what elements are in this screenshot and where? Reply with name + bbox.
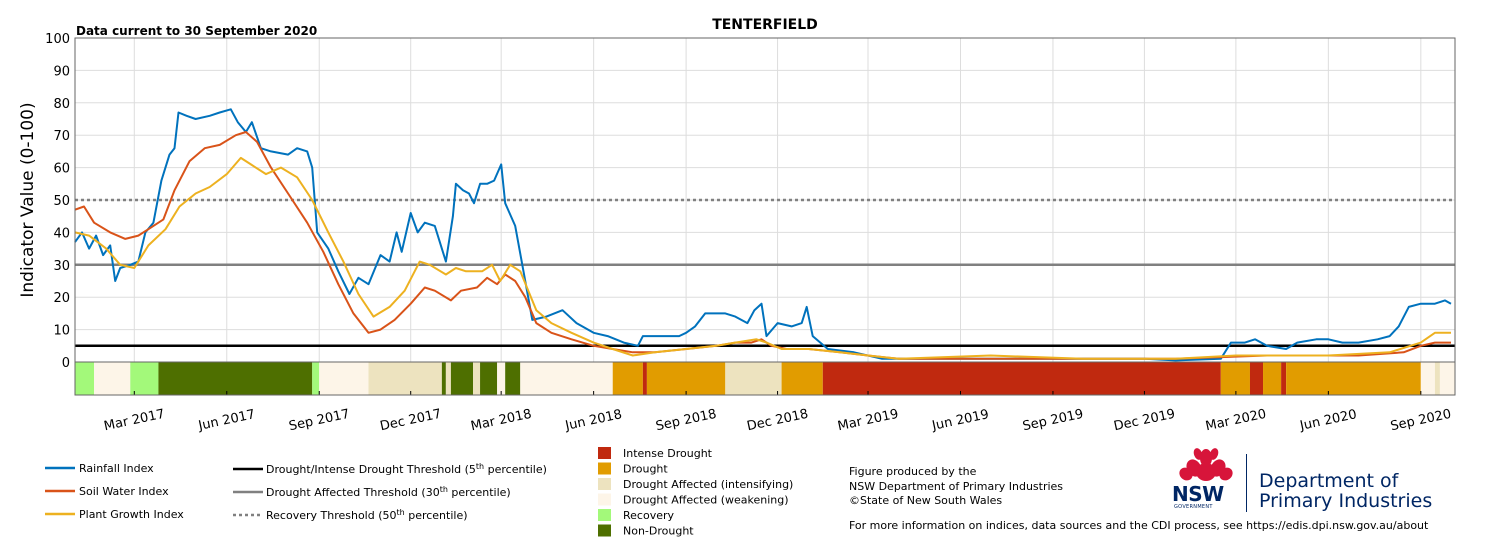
legend-swatch <box>598 509 611 521</box>
category-segment-intense <box>1281 362 1287 395</box>
legend-entry: Drought Affected (intensifying) <box>623 478 793 491</box>
category-segment-recovery <box>75 362 95 395</box>
legend-entry: Intense Drought <box>623 447 713 460</box>
y-tick-label: 0 <box>62 356 70 371</box>
category-segment-weakening <box>319 362 369 395</box>
category-segment-intense <box>1249 362 1264 395</box>
logo-divider <box>1246 454 1247 512</box>
category-segment-recovery <box>130 362 159 395</box>
x-tick-label: Dec 2019 <box>1112 407 1176 435</box>
nsw-wordmark: NSW <box>1172 482 1224 506</box>
category-segment-intense <box>822 362 1221 395</box>
y-tick-label: 80 <box>53 97 70 112</box>
category-segment-drought <box>612 362 643 395</box>
legend-swatch <box>598 462 611 475</box>
x-tick-label: Mar 2020 <box>1204 407 1268 435</box>
y-tick-label: 70 <box>53 129 70 144</box>
category-segment-non_drought <box>505 362 521 395</box>
x-tick-label: Jun 2019 <box>930 407 990 434</box>
legend-entry: Drought Affected (weakening) <box>623 494 789 507</box>
x-tick-label: Jun 2020 <box>1298 407 1358 434</box>
waratah-icon <box>1179 448 1233 481</box>
nsw-government-text: GOVERNMENT <box>1174 504 1213 510</box>
y-tick-label: 30 <box>53 259 70 274</box>
y-tick-label: 90 <box>53 64 70 79</box>
y-axis-label: Indicator Value (0-100) <box>18 102 38 297</box>
category-segment-drought <box>1286 362 1421 395</box>
x-tick-label: Sep 2019 <box>1021 407 1084 435</box>
category-segment-recovery <box>312 362 320 395</box>
legend-entry: Drought <box>623 463 668 476</box>
legend-entry: Soil Water Index <box>79 485 169 498</box>
category-segment-weakening <box>1439 362 1455 395</box>
produced-by-line-1: Figure produced by the <box>849 465 977 478</box>
category-segment-intensifying <box>725 362 782 395</box>
x-tick-label: Jun 2018 <box>563 407 623 434</box>
category-segment-drought <box>781 362 823 395</box>
legend-entry: Non-Drought <box>623 525 694 538</box>
data-current-note: Data current to 30 September 2020 <box>76 24 317 38</box>
legend-swatch <box>598 493 611 506</box>
category-segment-weakening <box>94 362 131 395</box>
category-segment-drought <box>646 362 726 395</box>
legend-entry: Plant Growth Index <box>79 508 184 521</box>
category-segment-drought <box>1263 362 1282 395</box>
nsw-dpi-logo: NSW GOVERNMENT Department of Primary Ind… <box>1168 448 1448 512</box>
legend-entry: Drought Affected Threshold (30th percent… <box>266 485 511 500</box>
y-tick-label: 10 <box>53 324 70 339</box>
y-tick-label: 40 <box>53 226 70 241</box>
legend-swatch <box>598 447 611 459</box>
y-tick-label: 60 <box>53 162 70 177</box>
legend-entry: Rainfall Index <box>79 462 154 475</box>
category-segment-weakening <box>520 362 613 395</box>
category-segment-intensifying <box>1434 362 1440 395</box>
category-segment-non_drought <box>441 362 446 395</box>
y-tick-label: 50 <box>53 194 70 209</box>
legend-swatch <box>598 478 611 490</box>
department-name-line-2: Primary Industries <box>1259 490 1433 512</box>
x-tick-label: Jun 2017 <box>196 407 256 434</box>
category-segment-non_drought <box>158 362 313 395</box>
category-segment-intense <box>642 362 647 395</box>
legend-swatch <box>598 524 611 537</box>
x-tick-label: Sep 2020 <box>1389 407 1452 435</box>
chart-legend: Rainfall Index Soil Water Index Plant Grow… <box>45 447 793 538</box>
drought-category-bar <box>75 362 1455 395</box>
department-name-line-1: Department of <box>1259 470 1399 492</box>
plot-frame <box>74 37 1456 396</box>
category-segment-intensifying <box>445 362 451 395</box>
index-series <box>74 108 1452 362</box>
y-tick-label: 100 <box>45 32 70 47</box>
legend-entry: Recovery Threshold (50th percentile) <box>266 508 468 523</box>
produced-by-line-3: ©State of New South Wales <box>849 494 1003 507</box>
x-tick-label: Mar 2018 <box>470 407 534 435</box>
x-tick-label: Dec 2018 <box>746 407 810 435</box>
more-info-text: For more information on indices, data so… <box>849 519 1429 532</box>
category-segment-weakening <box>1420 362 1435 395</box>
legend-entry: Drought/Intense Drought Threshold (5th p… <box>266 462 547 477</box>
y-tick-label: 20 <box>53 291 70 306</box>
threshold-lines <box>75 198 1455 348</box>
produced-by-line-2: NSW Department of Primary Industries <box>849 480 1064 493</box>
x-tick-label: Mar 2019 <box>836 407 900 435</box>
category-segment-intensifying <box>473 362 481 395</box>
category-segment-drought <box>1220 362 1250 395</box>
category-segment-non_drought <box>480 362 498 395</box>
category-segment-intensifying <box>368 362 442 395</box>
x-tick-label: Sep 2018 <box>654 407 717 435</box>
x-tick-label: Mar 2017 <box>103 407 167 435</box>
legend-entry: Recovery <box>623 509 674 522</box>
x-tick-label: Sep 2017 <box>288 407 351 435</box>
x-tick-label: Dec 2017 <box>379 407 443 435</box>
series-line-plant-growth-index <box>74 156 1451 360</box>
chart-title: TENTERFIELD <box>712 17 818 33</box>
category-segment-weakening <box>497 362 506 395</box>
category-segment-non_drought <box>450 362 474 395</box>
